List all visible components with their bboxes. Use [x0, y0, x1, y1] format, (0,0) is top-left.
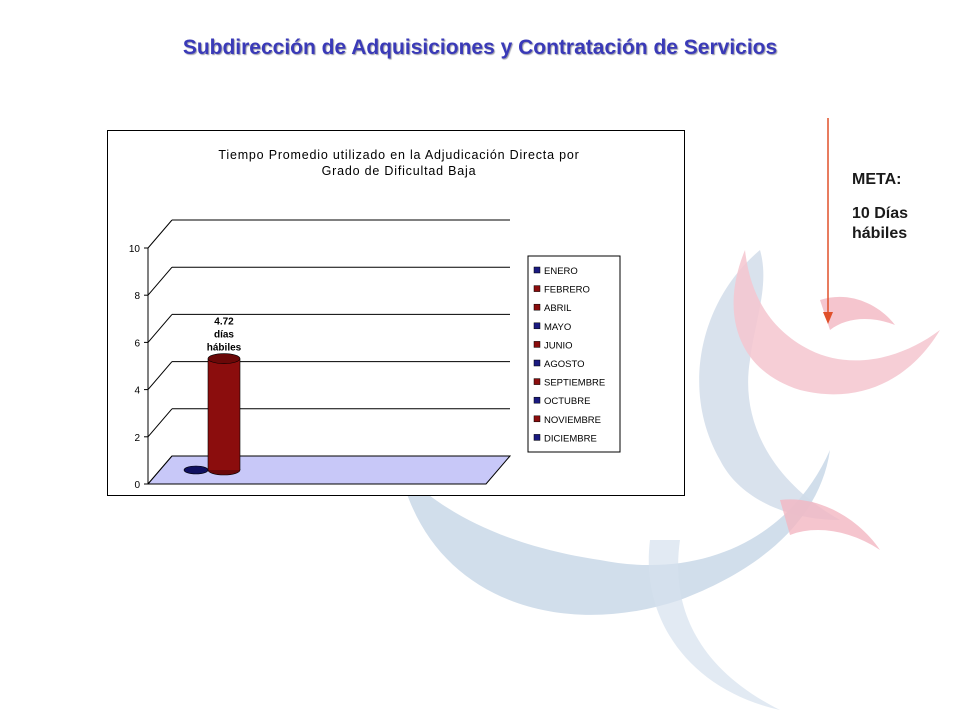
goal-arrow-icon	[823, 118, 833, 324]
gridline-side	[147, 408, 173, 438]
bar-enero	[183, 465, 209, 475]
y-tick-label: 10	[129, 244, 141, 255]
swoosh-red-small	[820, 296, 895, 330]
legend-swatch	[533, 285, 541, 292]
data-label: días	[214, 330, 234, 341]
goal-label: META:	[852, 171, 902, 188]
bar-chart: Tiempo Promedio utilizado en la Adjudica…	[129, 148, 621, 491]
bar-base	[183, 465, 209, 475]
bar-febrero	[207, 353, 241, 476]
legend-item: ENERO	[544, 266, 578, 277]
gridline-side	[147, 219, 173, 249]
legend-item: ABRIL	[544, 303, 571, 314]
legend: ENERO FEBRERO ABRIL MAYO JUNIO AGOSTO SEPTIEMB…	[527, 255, 621, 453]
legend-swatch	[533, 359, 541, 367]
legend-item: FEBRERO	[544, 285, 590, 296]
swoosh-blue-upper	[699, 250, 840, 520]
legend-item: NOVIEMBRE	[544, 415, 601, 426]
page-title: Subdirección de Adquisiciones y Contrata…	[182, 36, 778, 59]
plot-area: 0 2 4 6 8 10 4.72 días hábiles	[129, 219, 512, 491]
data-label: 4.72	[214, 317, 234, 328]
bar-top	[207, 353, 241, 364]
y-tick-label: 8	[134, 291, 140, 302]
legend-item: SEPTIEMBRE	[544, 378, 605, 389]
y-tick-label: 6	[134, 338, 140, 349]
chart-container: Tiempo Promedio utilizado en la Adjudica…	[107, 130, 685, 496]
y-tick-label: 4	[134, 386, 140, 397]
legend-item: DICIEMBRE	[544, 433, 597, 444]
gridline-side	[147, 266, 173, 296]
legend-box	[527, 255, 621, 453]
legend-item: MAYO	[544, 322, 571, 333]
legend-swatch	[533, 396, 541, 404]
legend-swatch	[533, 415, 541, 423]
chart-title-line-2: Grado de Dificultad Baja	[322, 164, 477, 178]
swoosh-blue-lower	[648, 540, 780, 710]
legend-swatch	[533, 378, 541, 385]
legend-item: JUNIO	[544, 340, 573, 351]
legend-swatch	[533, 303, 541, 311]
gridline-side	[147, 314, 173, 343]
y-tick-label: 2	[134, 433, 140, 444]
legend-item: AGOSTO	[544, 359, 584, 370]
swoosh-blue-large	[400, 450, 830, 615]
gridline-side	[147, 361, 173, 390]
chart-title-line-1: Tiempo Promedio utilizado en la Adjudica…	[218, 148, 579, 162]
legend-swatch	[533, 266, 541, 274]
swoosh-red-lower	[780, 499, 880, 550]
legend-swatch	[533, 434, 541, 441]
legend-swatch	[533, 322, 541, 330]
legend-swatch	[533, 341, 541, 348]
swoosh-red-upper	[733, 250, 940, 395]
data-label: hábiles	[207, 343, 242, 354]
bar-body	[208, 358, 240, 470]
y-tick-label: 0	[134, 480, 140, 491]
legend-item: OCTUBRE	[544, 396, 590, 407]
goal-value: 10 Días hábiles	[852, 205, 909, 242]
